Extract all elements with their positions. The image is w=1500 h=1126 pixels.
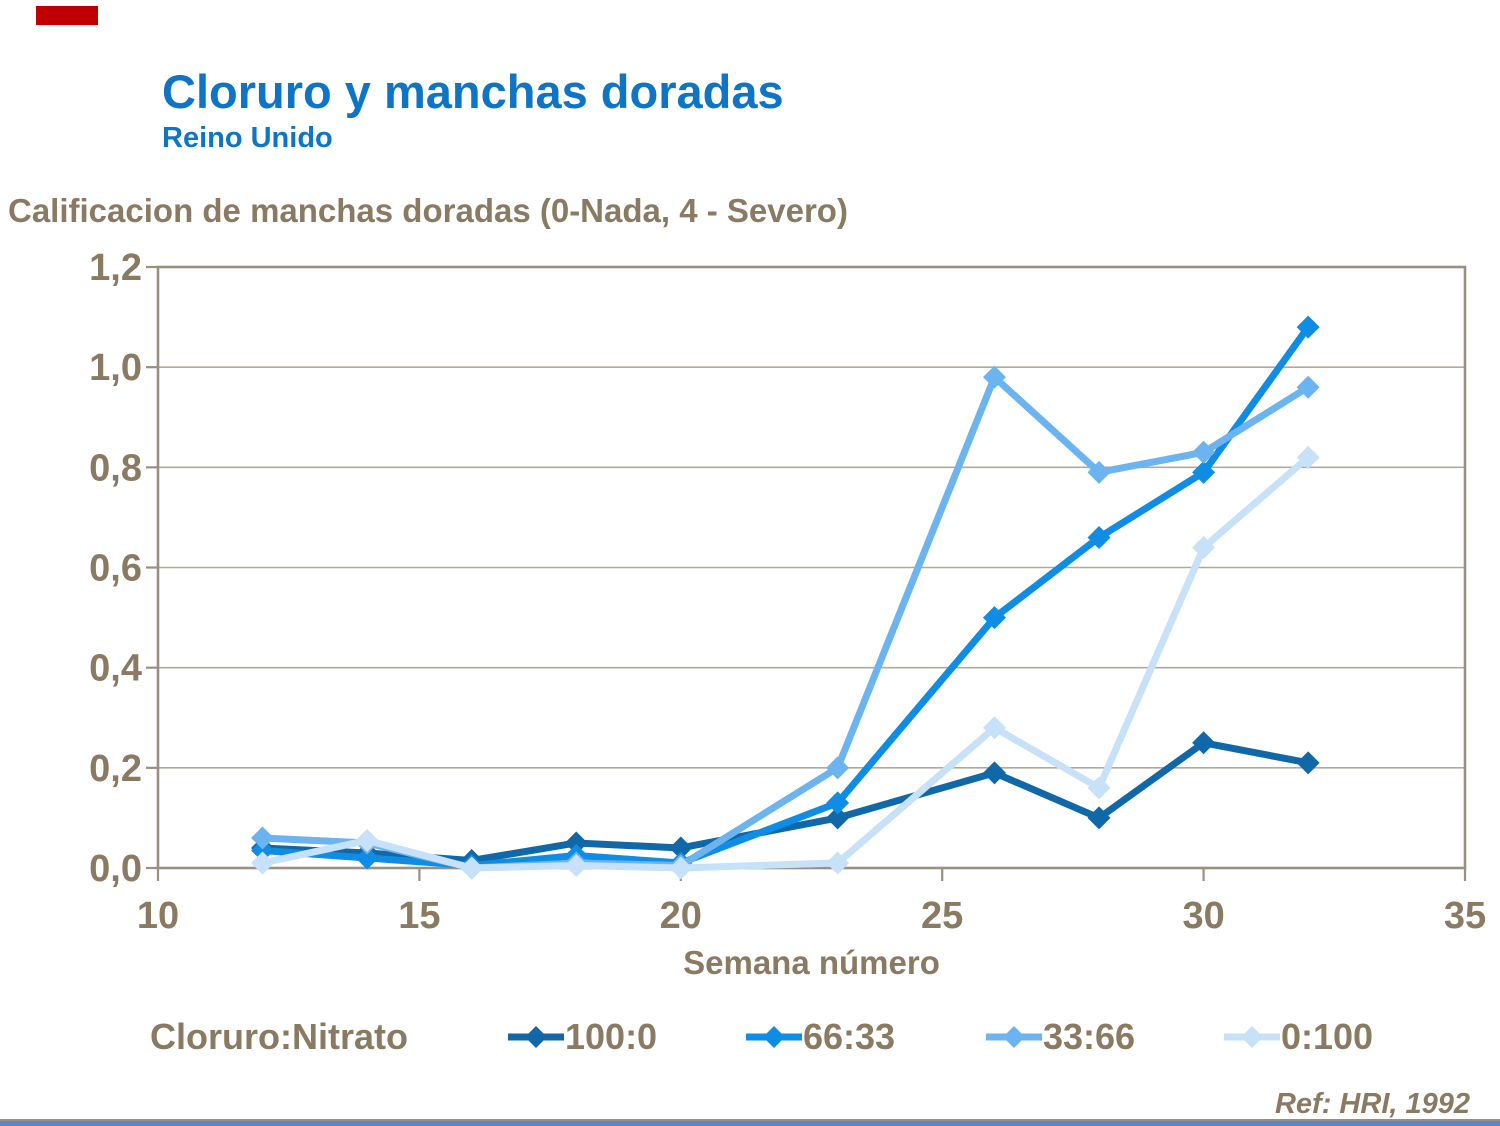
data-point-marker — [1192, 460, 1216, 484]
legend-item-label: 0:100 — [1281, 1016, 1374, 1057]
data-point-marker — [1087, 806, 1111, 830]
data-point-marker — [826, 791, 850, 815]
series-line-0-100 — [259, 453, 1312, 872]
x-tick-label: 15 — [398, 895, 440, 937]
bottom-rule — [0, 1119, 1500, 1121]
data-point-marker — [251, 851, 275, 875]
legend-marker-icon — [746, 1026, 802, 1048]
data-point-marker — [982, 365, 1006, 389]
y-tick-label: 0,4 — [89, 648, 142, 690]
data-point-marker — [460, 856, 484, 880]
data-point-marker — [564, 853, 588, 877]
data-point-marker — [355, 846, 379, 870]
data-point-marker — [669, 836, 693, 860]
legend-item-66-33: 66:33 — [746, 1016, 895, 1058]
legend-item-label: 66:33 — [803, 1016, 896, 1057]
data-point-marker — [982, 606, 1006, 630]
y-tick-label: 0,8 — [89, 447, 142, 489]
data-point-marker — [1192, 535, 1216, 559]
legend-marker-icon — [1224, 1026, 1280, 1048]
legend-title: Cloruro:Nitrato — [150, 1016, 408, 1057]
legend-marker-icon — [508, 1026, 564, 1048]
legend-item-100-0: 100:0 — [508, 1016, 657, 1058]
data-point-marker — [982, 716, 1006, 740]
x-tick-label: 35 — [1444, 895, 1486, 937]
y-tick-label: 0,0 — [89, 848, 142, 890]
data-point-marker — [1087, 776, 1111, 800]
y-tick-label: 0,2 — [89, 748, 142, 790]
data-point-marker — [1087, 525, 1111, 549]
data-point-marker — [826, 806, 850, 830]
x-tick-label: 10 — [137, 895, 179, 937]
data-point-marker — [251, 838, 275, 862]
data-point-marker — [564, 831, 588, 855]
red-accent-bar — [36, 6, 98, 25]
bottom-bar — [0, 1121, 1500, 1126]
page-title: Cloruro y manchas doradas — [162, 65, 784, 118]
series-line-66-33 — [259, 323, 1312, 869]
y-tick-label: 1,2 — [89, 247, 142, 289]
x-axis-label: Semana número — [683, 944, 940, 981]
data-point-marker — [826, 756, 850, 780]
x-tick-label: 25 — [921, 895, 963, 937]
page-subtitle: Reino Unido — [162, 122, 333, 154]
data-point-marker — [1296, 375, 1320, 399]
legend-marker-icon — [986, 1026, 1042, 1048]
series-line-33-66 — [259, 373, 1312, 872]
x-tick-label: 30 — [1182, 895, 1224, 937]
reference-note: Ref: HRI, 1992 — [1274, 1088, 1470, 1120]
data-point-marker — [251, 826, 275, 850]
data-point-marker — [1192, 440, 1216, 464]
data-point-marker — [355, 828, 379, 852]
data-point-marker — [826, 851, 850, 875]
chart-heading: Calificacion de manchas doradas (0-Nada,… — [8, 192, 848, 229]
data-point-marker — [1296, 445, 1320, 469]
legend-item-label: 100:0 — [565, 1016, 658, 1057]
data-point-marker — [1087, 460, 1111, 484]
y-tick-label: 0,6 — [89, 548, 142, 590]
data-point-marker — [1296, 751, 1320, 775]
y-tick-label: 1,0 — [89, 347, 142, 389]
x-tick-label: 20 — [660, 895, 702, 937]
data-point-marker — [669, 856, 693, 880]
legend-item-0-100: 0:100 — [1224, 1016, 1373, 1058]
data-point-marker — [982, 761, 1006, 785]
legend-item-33-66: 33:66 — [986, 1016, 1135, 1058]
legend-item-label: 33:66 — [1043, 1016, 1136, 1057]
data-point-marker — [1296, 315, 1320, 339]
data-point-marker — [1192, 731, 1216, 755]
